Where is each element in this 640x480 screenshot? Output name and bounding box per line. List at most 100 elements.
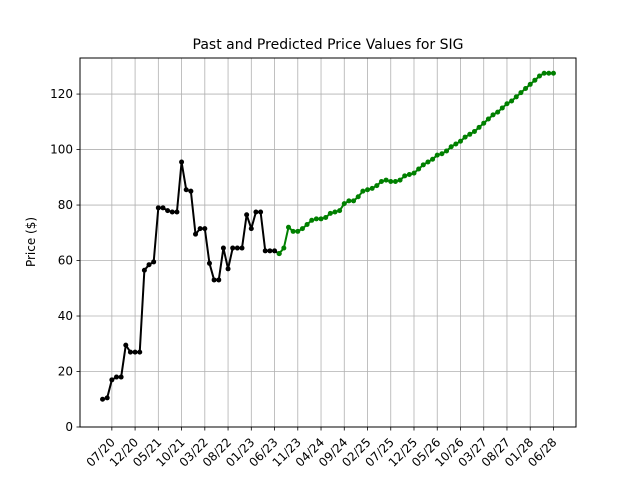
past-price-point [179, 159, 185, 165]
predicted-price-point [295, 228, 301, 234]
y-tick-label: 20 [58, 365, 73, 379]
past-price-point [113, 374, 119, 380]
past-price-point [262, 248, 268, 254]
past-price-point [127, 349, 133, 355]
plot-frame [79, 57, 577, 428]
past-price-point [244, 212, 250, 218]
past-price-point [206, 260, 212, 266]
predicted-price-point [318, 216, 324, 222]
predicted-price-point [425, 159, 431, 165]
predicted-price-point [383, 177, 389, 183]
predicted-price-point [276, 251, 282, 257]
y-tick-label: 0 [65, 420, 73, 434]
predicted-price-point [448, 144, 454, 150]
predicted-price-point [355, 194, 361, 200]
past-price-point [234, 245, 240, 251]
predicted-price-point [351, 198, 357, 204]
predicted-price-point [369, 185, 375, 191]
y-tick-label: 80 [58, 198, 73, 212]
predicted-price-point [323, 215, 329, 221]
predicted-price-point [402, 173, 408, 179]
y-tick-label: 100 [50, 143, 73, 157]
predicted-price-point [397, 177, 403, 183]
past-price-point [225, 266, 231, 272]
predicted-price-point [290, 228, 296, 234]
predicted-price-point [332, 209, 338, 215]
predicted-price-point [281, 245, 287, 251]
predicted-price-point [481, 120, 487, 126]
past-price-point [248, 226, 254, 232]
predicted-price-point [304, 221, 310, 227]
predicted-price-point [313, 216, 319, 222]
predicted-price-point [550, 70, 556, 76]
predicted-price-point [485, 116, 491, 122]
predicted-price-point [541, 70, 547, 76]
past-price-point [197, 226, 203, 232]
past-price-point [211, 277, 217, 283]
past-price-point [137, 349, 143, 355]
past-price-point [183, 187, 189, 193]
predicted-price-point [439, 151, 445, 157]
past-price-point [193, 231, 199, 237]
past-price-point [216, 277, 222, 283]
past-price-point [118, 374, 124, 380]
predicted-price-point [457, 138, 463, 144]
predicted-price-point [416, 166, 422, 172]
past-price-point [141, 267, 147, 273]
predicted-price-point [532, 77, 538, 83]
predicted-price-point [499, 105, 505, 111]
predicted-price-point [337, 208, 343, 214]
predicted-price-point [392, 178, 398, 184]
predicted-price-point [523, 86, 529, 92]
predicted-price-point [411, 170, 417, 176]
y-tick-label: 60 [58, 254, 73, 268]
predicted-price-point [453, 141, 459, 147]
predicted-price-point [406, 172, 412, 178]
predicted-price-point [537, 73, 543, 79]
past-price-point [230, 245, 236, 251]
past-price-point [174, 209, 180, 215]
y-tick-label: 120 [50, 87, 73, 101]
predicted-price-point [365, 187, 371, 193]
past-price-point [258, 209, 264, 215]
past-price-point [220, 245, 226, 251]
past-price-point [202, 226, 208, 232]
predicted-price-point [434, 152, 440, 158]
past-price-point [146, 262, 152, 268]
predicted-price-point [346, 198, 352, 204]
predicted-price-point [388, 178, 394, 184]
predicted-price-point [467, 131, 473, 137]
past-price-point [100, 396, 106, 402]
predicted-price-point [471, 129, 477, 135]
predicted-price-point [430, 156, 436, 162]
predicted-price-point [341, 201, 347, 207]
predicted-price-point [299, 226, 305, 232]
past-price-point [272, 248, 278, 254]
past-price-point [151, 259, 157, 265]
y-tick-label: 40 [58, 309, 73, 323]
past-price-point [160, 205, 166, 211]
predicted-price-point [360, 188, 366, 194]
predicted-price-point [546, 70, 552, 76]
past-price-point [123, 342, 129, 348]
past-price-point [165, 208, 171, 214]
predicted-price-point [495, 109, 501, 115]
y-axis-label: Price ($) [24, 217, 38, 267]
chart-title: Past and Predicted Price Values for SIG [193, 37, 464, 53]
predicted-price-point [462, 134, 468, 140]
series-layer [100, 70, 556, 402]
past-price-point [109, 377, 115, 383]
predicted-price-point [518, 90, 524, 96]
past-price-point [267, 248, 273, 254]
predicted-price-point [476, 124, 482, 130]
predicted-price-point [509, 98, 515, 104]
past-price-point [253, 209, 259, 215]
predicted-price-point [374, 183, 380, 189]
gridlines [80, 58, 576, 428]
past-price-point [155, 205, 161, 211]
predicted-price-point [444, 148, 450, 154]
predicted-price-point [378, 178, 384, 184]
past-price-point [132, 349, 138, 355]
predicted-price-point [285, 224, 291, 230]
